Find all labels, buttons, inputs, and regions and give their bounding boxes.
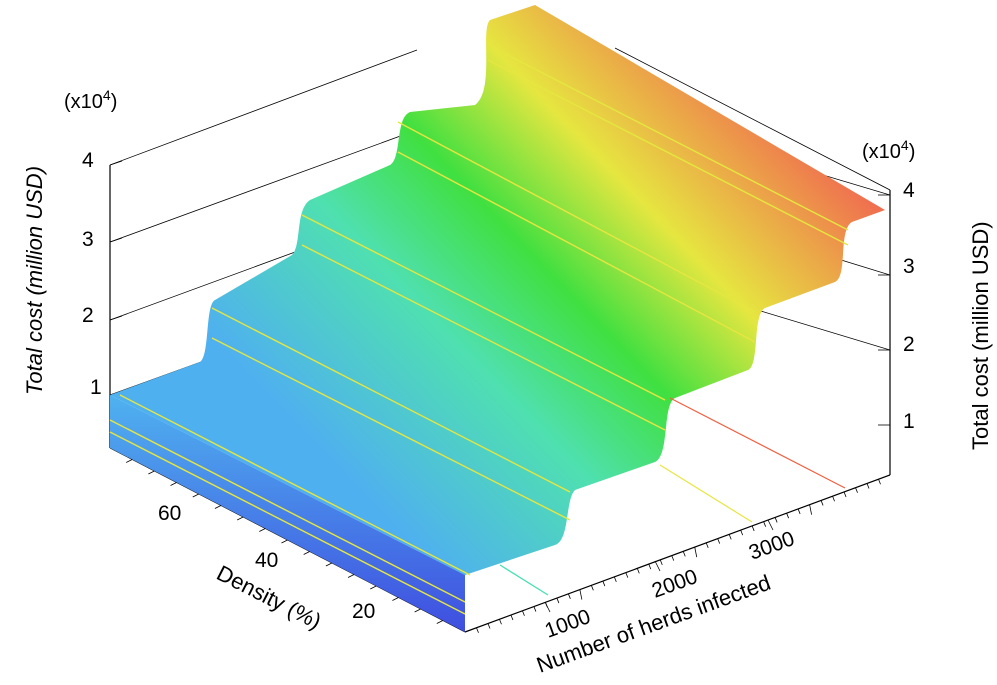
left-z-axis-title: Total cost (million USD) [22, 166, 47, 395]
contour-11 [487, 59, 849, 246]
herds-minor-tick [809, 504, 812, 515]
herds-minor-tick [682, 551, 686, 557]
density-minor-tick [170, 482, 177, 486]
herds-minor-tick [866, 483, 870, 489]
right-multiplier: (x104) [862, 137, 915, 163]
contour-8 [397, 121, 756, 313]
density-minor-tick [347, 574, 355, 578]
herds-minor-tick [613, 576, 617, 582]
herds-minor-tick [510, 614, 514, 621]
herds-minor-tick [522, 610, 525, 616]
herds-minor-tick [590, 585, 594, 591]
left-multiplier: (x104) [64, 87, 117, 113]
cost-surface [109, 5, 885, 632]
right-z-axis: 4 3 2 1 (x104) Total cost (million USD) [862, 137, 993, 475]
right-z-tick-3: 3 [903, 255, 915, 278]
herds-minor-tick [717, 538, 721, 544]
density-minor-tick [370, 585, 377, 590]
herds-minor-tick [705, 542, 709, 549]
herds-minor-tick [740, 530, 744, 536]
floor-trace-3 [669, 397, 846, 489]
contour-6 [301, 214, 666, 401]
herds-minor-tick [671, 555, 675, 561]
left-z-tick-1: 1 [90, 376, 102, 399]
density-minor-tick [414, 608, 421, 613]
herds-minor-tick [786, 513, 789, 519]
floor-trace-1 [499, 564, 549, 596]
herds-minor-tick [878, 479, 881, 485]
herds-minor-tick [476, 627, 479, 633]
herds-minor-tick [636, 568, 640, 574]
contour-2 [109, 431, 466, 615]
herds-minor-tick [728, 534, 732, 540]
contour-9 [397, 151, 756, 343]
right-z-tick-2: 2 [903, 333, 915, 356]
herds-minor-tick [855, 487, 858, 493]
density-minor-ticks [126, 459, 443, 624]
herds-minor-tick [499, 619, 502, 625]
herds-minor-ticks [476, 479, 881, 633]
left-z-tick-2: 2 [82, 304, 94, 327]
herds-minor-tick [694, 547, 698, 558]
contour-7 [301, 244, 666, 431]
herds-minor-tick [579, 589, 583, 600]
herds-minor-tick [648, 563, 652, 570]
herds-minor-tick [820, 500, 824, 506]
herds-minor-tick [843, 491, 847, 498]
left-z-tick-4: 4 [82, 149, 94, 172]
right-z-axis-title: Total cost (million USD) [968, 221, 993, 450]
contour-4 [211, 307, 571, 493]
surface-front-face [110, 395, 465, 632]
density-minor-tick [436, 620, 443, 624]
contour-3 [119, 394, 471, 576]
contour-1 [109, 419, 466, 603]
density-tick-40: 40 [255, 549, 278, 572]
herds-minor-tick [533, 606, 537, 612]
density-minor-tick [325, 562, 333, 567]
herds-tick-3000: 3000 [746, 527, 798, 565]
herds-minor-tick [763, 521, 767, 527]
herds-minor-tick [751, 525, 755, 532]
herds-axis: 1000 2000 3000 Number of herds infected [533, 519, 798, 678]
herds-minor-tick [659, 559, 663, 566]
left-z-axis: 4 3 2 1 (x104) Total cost (million USD) [22, 87, 123, 448]
herds-minor-tick [556, 597, 560, 604]
herds-minor-tick [568, 593, 571, 599]
floor-trace-2 [659, 464, 753, 523]
contour-5 [211, 337, 571, 521]
density-minor-tick [192, 493, 199, 498]
right-z-tick-4: 4 [903, 179, 915, 202]
density-minor-tick [236, 516, 244, 521]
density-minor-tick [281, 539, 288, 544]
density-tick-60: 60 [158, 502, 181, 525]
density-minor-tick [148, 470, 155, 475]
contour-10 [487, 44, 849, 231]
herds-minor-tick [625, 572, 629, 578]
herds-minor-tick [832, 496, 835, 502]
herds-minor-tick [487, 623, 491, 629]
density-minor-tick [126, 459, 133, 463]
herds-minor-tick [774, 517, 778, 523]
right-z-tick-1: 1 [903, 410, 915, 433]
herds-minor-tick [545, 602, 548, 608]
surface-top [110, 5, 885, 575]
density-minor-tick [303, 551, 310, 555]
density-minor-tick [259, 528, 266, 532]
herds-minor-tick [797, 508, 801, 515]
density-minor-tick [214, 505, 222, 509]
left-z-tick-3: 3 [82, 228, 94, 251]
herds-minor-tick [602, 580, 606, 587]
density-minor-tick [392, 597, 399, 601]
density-tick-20: 20 [352, 600, 375, 623]
